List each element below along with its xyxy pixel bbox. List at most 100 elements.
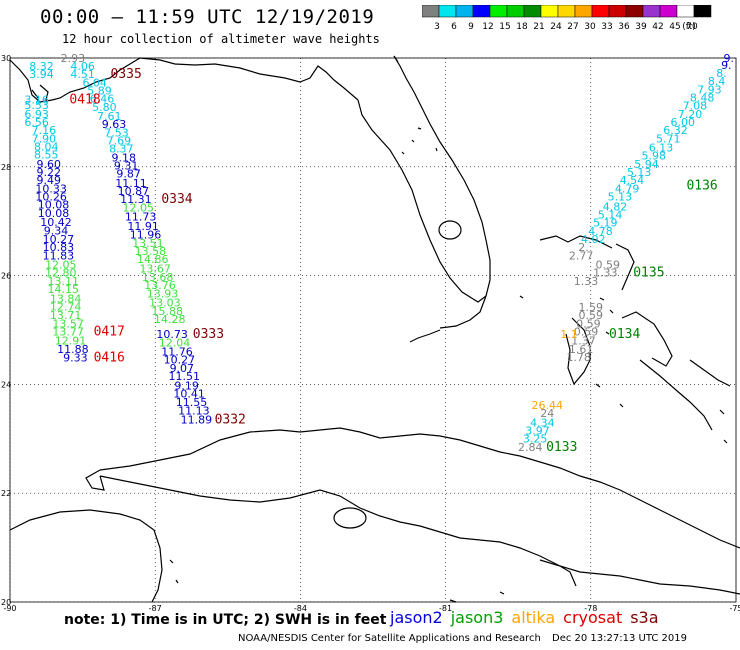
- wave-height-value: 11.11: [115, 177, 147, 190]
- wave-height-value: 11.51: [168, 370, 200, 383]
- wave-height-value: 13.51: [132, 237, 164, 250]
- footer-credit: NOAA/NESDIS Center for Satellite Applica…: [238, 633, 541, 644]
- coast-yucatan: [9, 509, 163, 603]
- coast-florida-east: [393, 55, 487, 329]
- lon-tick-label: -75: [729, 604, 740, 613]
- wave-height-value: 3.94: [29, 68, 54, 81]
- track-0333: 10.7312.0411.7610.279.0711.519.1910.4111…: [156, 327, 224, 426]
- pass-time-label: 0332: [215, 413, 246, 428]
- pass-time-label: 0334: [161, 192, 192, 207]
- track-0135: 2.2.770.591.331.331.590.590.590.591.371.…: [566, 241, 664, 364]
- lon-tick-label: -81: [439, 604, 452, 613]
- satellite-legend: jason2 jason3 altika cryosat s3a: [390, 608, 667, 627]
- footer-date: Dec 20 13:27:13 UTC 2019: [552, 633, 687, 644]
- colorbar-label: 39: [635, 22, 647, 31]
- lat-tick-label: 30: [1, 54, 11, 63]
- wave-height-value: 12.04: [159, 336, 191, 349]
- wave-height-value: 10.27: [164, 354, 196, 367]
- wave-height-value: 6.32: [663, 124, 688, 137]
- wave-height-value: 10.33: [35, 182, 67, 195]
- legend-s3a: s3a: [630, 608, 659, 627]
- wave-height-value: 5.89: [87, 84, 112, 97]
- wave-height-value: 9.22: [36, 166, 61, 179]
- legend-jason2: jason2: [390, 608, 443, 627]
- wave-height-value: 9.87: [116, 168, 141, 181]
- florida-islands: [401, 127, 438, 155]
- wave-height-value: 3.16: [24, 94, 49, 107]
- track-0418: 3.165.536.936.567.167.908.048.559.609.22…: [24, 93, 100, 365]
- wave-height-value: 2.77: [569, 249, 594, 262]
- lat-tick-label: 26: [1, 272, 11, 281]
- track-0334: 12.0511.7311.9111.9613.5113.5814.8613.67…: [123, 192, 193, 326]
- wave-height-value: 5.80: [92, 101, 117, 114]
- satellite-tracks: 2.93 8.32 4.06 3.94 4.516.045.896.465.807.61…: [24, 52, 734, 455]
- isle-of-youth: [333, 507, 367, 529]
- wave-height-value: 1.33: [593, 267, 618, 280]
- wave-height-value: 8.55: [34, 149, 59, 162]
- wave-height-value: 13.67: [139, 262, 171, 275]
- map-frame: [9, 57, 737, 603]
- wave-height-value: 0.59: [595, 259, 620, 272]
- colorbar-label: 27: [567, 22, 578, 31]
- wave-height-value: 11.89: [181, 414, 213, 427]
- wave-height-value: 6.93: [24, 108, 49, 121]
- wave-height-value: 12.91: [55, 335, 87, 348]
- wave-height-value: 9.31: [114, 160, 139, 173]
- colorbar-label: 6: [451, 22, 457, 31]
- cuba-west-tip: [85, 469, 105, 491]
- wave-height-value: 7.08: [683, 100, 708, 113]
- wave-height-value: 6.56: [24, 116, 49, 129]
- wave-height-value: 5.94: [634, 158, 659, 171]
- wave-height-value: 4.51: [70, 68, 95, 81]
- lon-tick-label: -84: [294, 604, 307, 613]
- track-0335: 2.93 8.32 4.06 3.94 4.516.045.896.465.807.61…: [29, 52, 151, 206]
- bahamas-abaco: [615, 243, 635, 291]
- wave-height-value: 3.97: [525, 424, 550, 437]
- wave-height-value: 12.05: [45, 259, 77, 272]
- wave-height-value: 14.28: [154, 313, 186, 326]
- wave-height-value: 8.04: [34, 140, 59, 153]
- colorbar-label: 12: [482, 22, 493, 31]
- wave-height-value: 8.48: [690, 92, 715, 105]
- track-0416: 0416: [94, 351, 125, 366]
- colorbar-label: 70: [686, 22, 698, 31]
- lat-tick-label: 22: [1, 489, 11, 498]
- wave-height-value: 0.59: [576, 317, 601, 330]
- wave-height-value: 13.57: [52, 317, 84, 330]
- wave-height-value: 9.33: [63, 352, 88, 365]
- wave-height-value: 9.18: [111, 151, 136, 164]
- wave-height-value: 11.96: [130, 229, 162, 242]
- wave-height-value: 11.76: [161, 346, 193, 359]
- pass-time-label: 0133: [546, 440, 577, 455]
- pass-time-label: 0333: [193, 327, 224, 342]
- wave-height-value: 8.32: [29, 60, 54, 73]
- legend-altika: altika: [511, 608, 556, 627]
- wave-height-value: 1.61: [569, 343, 594, 356]
- colorbar: 3 6 9 12 15 18 21 24 27 30 33 36 39 42 45 70(ft): [422, 5, 712, 31]
- wave-height-value: 9.49: [36, 174, 61, 187]
- pass-time-label: 0418: [69, 93, 100, 108]
- pass-time-label: 0134: [609, 327, 640, 342]
- coast-delta: [31, 84, 49, 101]
- lat-lon-grid: [9, 57, 737, 603]
- wave-height-value: 9.: [723, 52, 734, 65]
- axis-tick-labels: -90 -87 -84 -81 -78 -75 30 28 26 24 22 20: [1, 54, 740, 613]
- bahamas-cays: [519, 295, 728, 444]
- lat-tick-label: 20: [1, 598, 11, 607]
- wave-height-value: 4.82: [603, 200, 628, 213]
- wave-height-value: 0.59: [574, 325, 599, 338]
- wave-height-value: 1.1: [560, 328, 578, 341]
- wave-height-value: 10.08: [38, 199, 70, 212]
- wave-height-value: 13.93: [147, 287, 179, 300]
- wave-height-value: 10.41: [173, 387, 205, 400]
- wave-height-value: 5.53: [24, 99, 49, 112]
- wave-height-value: 14.86: [137, 253, 169, 266]
- track-0417: 0417: [94, 324, 125, 339]
- colorbar-label: 30: [584, 22, 596, 31]
- wave-height-value: 10.08: [38, 207, 70, 220]
- wave-height-value: 13.58: [135, 245, 167, 258]
- pass-time-label: 0136: [686, 179, 717, 194]
- wave-height-value: 0.59: [579, 309, 604, 322]
- wave-height-value: 5.98: [641, 150, 666, 163]
